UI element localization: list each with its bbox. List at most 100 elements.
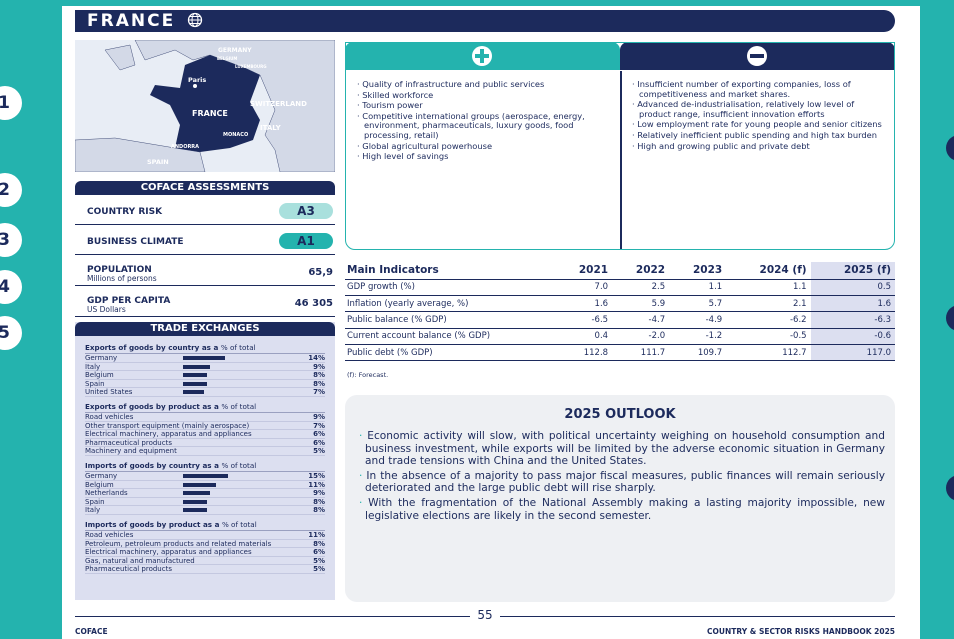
assessment-label: GDP PER CAPITA US Dollars [87, 296, 170, 313]
trade-item: Gas, natural and manufactured 5% [85, 557, 325, 566]
trade-item: United States 7% [85, 388, 325, 397]
trade-item: Germany 14% [85, 354, 325, 363]
item-percent: 9% [313, 489, 325, 498]
indicator-row: Current account balance (% GDP) 0.4 -2.0 -1… [345, 328, 895, 346]
trade-item: Pharmaceutical products 6% [85, 439, 325, 448]
strength-item: Quality of infrastructure and public ser… [357, 79, 612, 90]
trade-item: Road vehicles 9% [85, 413, 325, 422]
map-label: ITALY [260, 124, 282, 132]
indicators-table: Main Indicators 2021 2022 2023 2024 (f) 2025 … [345, 262, 895, 362]
trade-item: Spain 8% [85, 380, 325, 389]
cell: -6.3 [810, 311, 895, 329]
page-number: 55 [477, 608, 493, 622]
item-name: Pharmaceutical products [85, 438, 172, 447]
item-name: Machinery and equipment [85, 447, 177, 456]
trade-bar [183, 381, 207, 386]
trade-item: Electrical machinery, apparatus and appl… [85, 430, 325, 439]
side-number: 1 [0, 86, 22, 120]
trade-bar [183, 356, 225, 360]
sw-header [345, 42, 895, 70]
country-title: FRANCE [87, 11, 176, 31]
trade-section-title: Exports of goods by product as a % of to… [85, 402, 325, 413]
map-label: MONACO [223, 132, 248, 138]
row-label: Public debt (% GDP) [345, 344, 555, 362]
rating-pill: A1 [279, 233, 333, 249]
assessment-label: BUSINESS CLIMATE [87, 237, 184, 247]
cell: -6.2 [726, 311, 811, 329]
trade-item: Machinery and equipment 5% [85, 447, 325, 456]
weaknesse-item: Insufficient number of exporting compani… [632, 79, 887, 99]
strengths-list: Quality of infrastructure and public ser… [357, 79, 612, 163]
cell: 1.1 [726, 279, 811, 296]
cell: 112.8 [555, 344, 613, 362]
trade-item: Italy 9% [85, 363, 325, 372]
cell: 0.4 [555, 328, 613, 346]
outlook: 2025 OUTLOOK Economic activity will slow… [345, 395, 895, 602]
strength-item: Tourism power [357, 101, 612, 111]
item-name: Pharmaceutical products [85, 565, 172, 574]
side-number: 4 [0, 270, 22, 304]
trade-section-title: Imports of goods by product as a % of to… [85, 520, 325, 531]
assessment-name: COUNTRY RISK [87, 207, 163, 217]
section-unit: % of total [221, 401, 257, 411]
cell: 5.9 [612, 295, 670, 313]
outlook-title: 2025 OUTLOOK [564, 407, 676, 422]
cell: 1.6 [555, 295, 613, 313]
item-percent: 9% [313, 362, 325, 371]
map-label: ANDORRA [171, 144, 199, 150]
item-percent: 14% [308, 354, 325, 362]
cell: -2.0 [612, 328, 670, 346]
item-percent: 6% [313, 430, 325, 439]
trade-bar [183, 373, 207, 378]
assessment-row: COUNTRY RISK A3 [75, 197, 335, 225]
assessment-name: BUSINESS CLIMATE [87, 237, 184, 247]
cell: 0.5 [810, 279, 895, 296]
indicator-row: GDP growth (%) 7.0 2.5 1.1 1.1 0.5 [345, 279, 895, 296]
trade-bar [183, 482, 216, 487]
cell: -4.7 [612, 311, 670, 329]
header-row: Main Indicators 2021 2022 2023 2024 (f) 2025 … [345, 262, 895, 280]
section-title: Imports of goods by country as a [85, 460, 219, 470]
cell: 117.0 [810, 344, 895, 362]
cell: -1.2 [669, 328, 727, 346]
strengths-weaknesses [345, 42, 895, 250]
item-percent: 8% [313, 539, 325, 548]
map-label: FRANCE [192, 109, 228, 118]
outlook-item: In the absence of a majority to pass maj… [359, 470, 885, 495]
table-title: Main Indicators [345, 262, 555, 280]
assessment-label: POPULATION Millions of persons [87, 265, 157, 282]
trade-item: Belgium 11% [85, 481, 325, 490]
trade-header: TRADE EXCHANGES [75, 322, 335, 336]
map-label: SPAIN [147, 158, 169, 166]
item-percent: 5% [313, 447, 325, 456]
item-name: Germany [85, 354, 118, 362]
side-number: 2 [0, 173, 22, 207]
trade-item: Belgium 8% [85, 371, 325, 380]
indicator-row: Public debt (% GDP) 112.8 111.7 109.7 112.7 1… [345, 344, 895, 362]
item-percent: 7% [313, 421, 325, 430]
cell: 1.1 [669, 279, 727, 296]
trade-item: Italy 8% [85, 506, 325, 515]
cell: 2.5 [612, 279, 670, 296]
trade-item: Pharmaceutical products 5% [85, 565, 325, 574]
item-percent: 15% [308, 471, 325, 480]
map-label: SWITZERLAND [250, 100, 307, 108]
item-name: Road vehicles [85, 412, 134, 421]
item-name: Italy [85, 362, 101, 371]
assessment-value: 65,9 [308, 267, 333, 278]
item-percent: 6% [313, 438, 325, 447]
section-unit: % of total [221, 460, 257, 470]
item-name: Belgium [85, 371, 114, 380]
rating-pill: A3 [279, 203, 333, 219]
column-header: 2024 (f) [726, 262, 811, 280]
row-label: Inflation (yearly average, %) [345, 295, 555, 313]
trade-section-title: Exports of goods by country as a % of to… [85, 343, 325, 354]
column-header: 2023 [669, 262, 727, 280]
item-name: Italy [85, 506, 101, 515]
item-name: Spain [85, 379, 105, 388]
trade-bar [183, 499, 207, 504]
assessment-name: POPULATION [87, 265, 152, 275]
assessment-name: GDP PER CAPITA [87, 296, 171, 306]
map-label: LUXEMBOURG [235, 64, 267, 69]
assessments-header: COFACE ASSESSMENTS [75, 181, 335, 195]
